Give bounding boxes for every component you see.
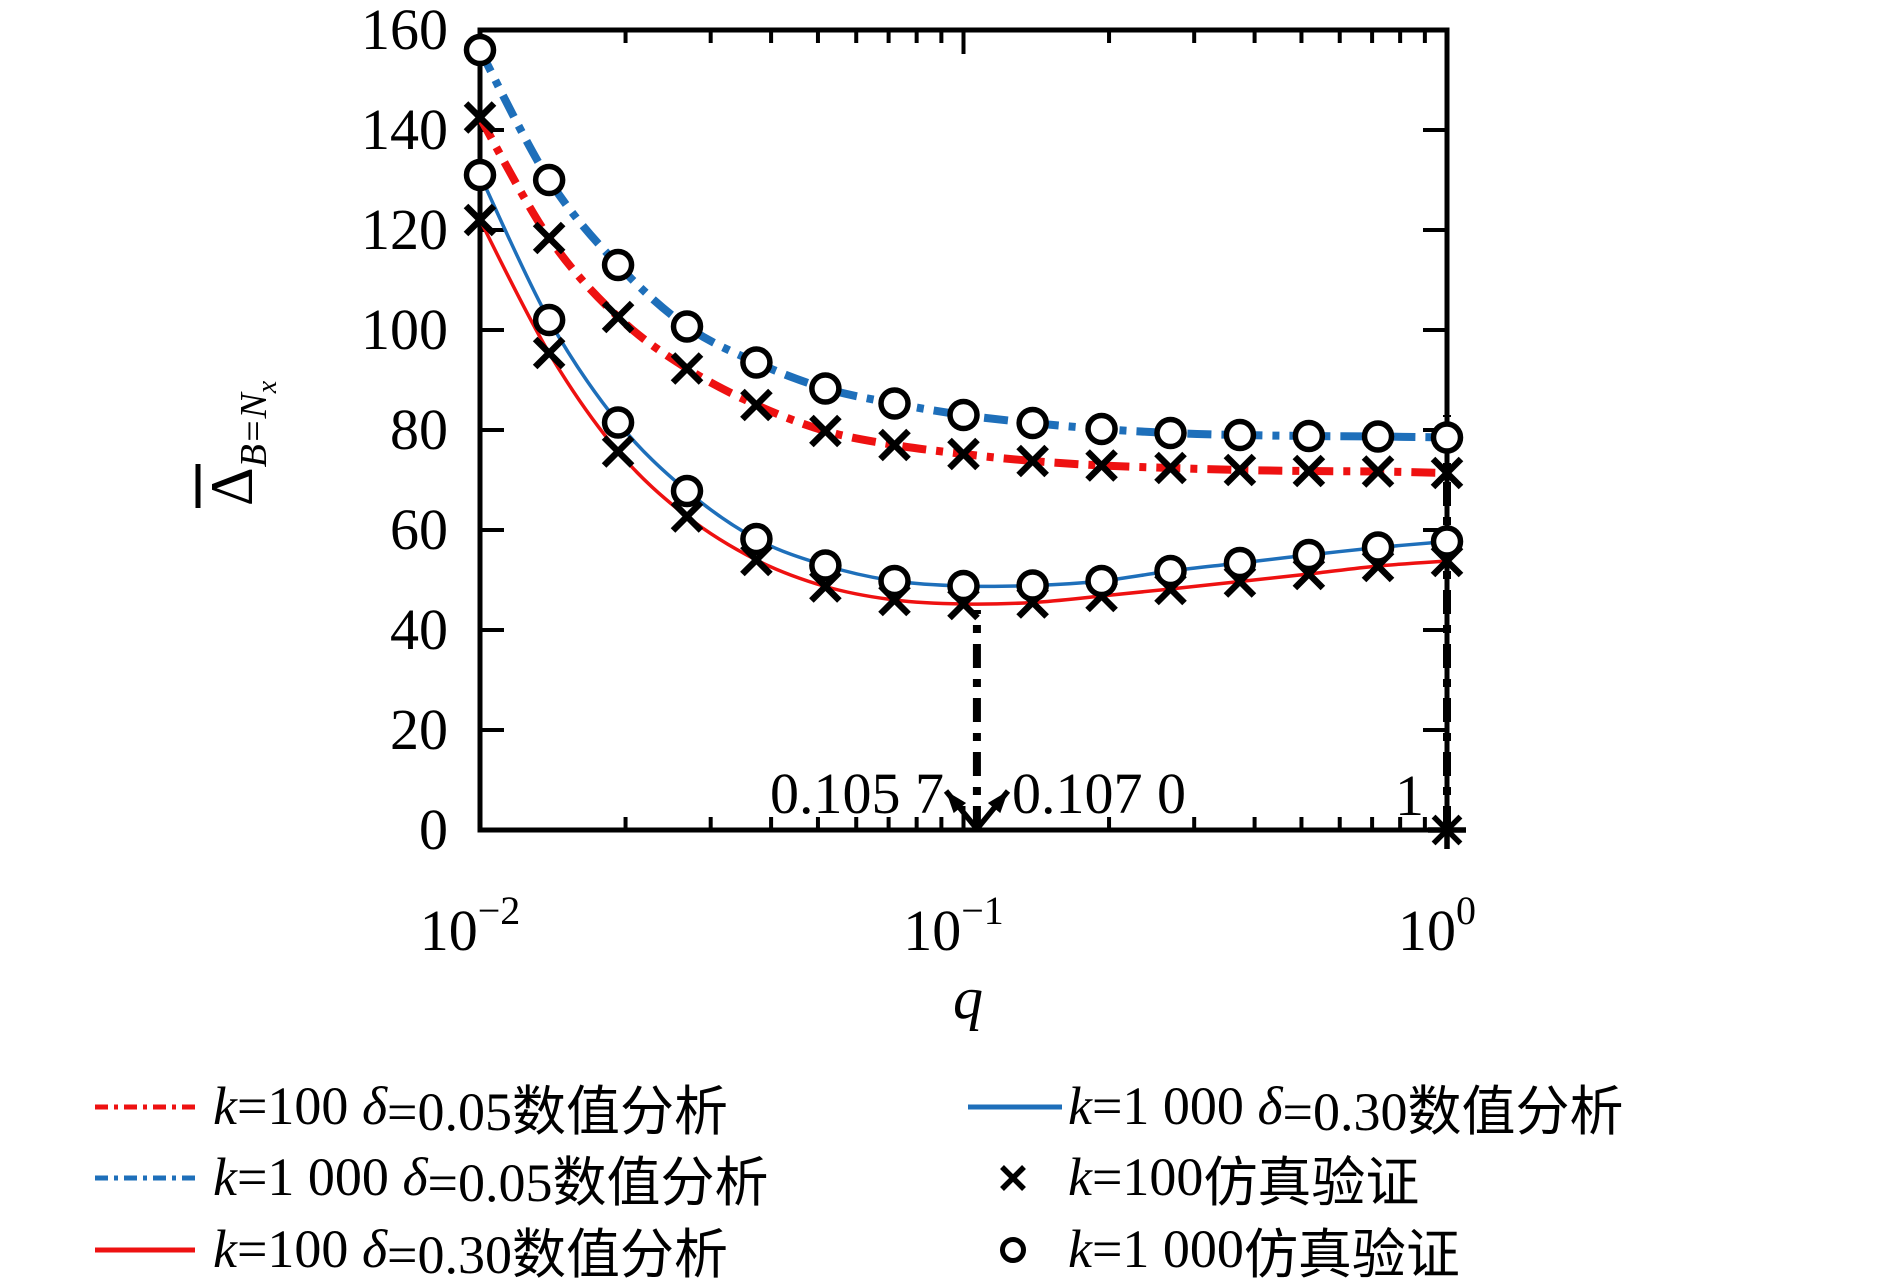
marker-circle bbox=[1085, 564, 1118, 598]
marker-circle bbox=[1430, 421, 1464, 454]
marker-circle bbox=[947, 569, 980, 603]
marker-circle bbox=[670, 310, 704, 343]
marker-cross bbox=[1292, 454, 1326, 488]
marker-circle bbox=[463, 158, 497, 192]
y-tick-label: 120 bbox=[361, 197, 448, 262]
annotation-arrowhead bbox=[987, 791, 1008, 814]
marker-cross bbox=[670, 352, 704, 385]
marker-circle bbox=[1361, 531, 1395, 564]
marker-cross bbox=[463, 101, 497, 134]
x-tick-label: 10−2 bbox=[420, 888, 521, 963]
marker-circle bbox=[601, 406, 635, 439]
x-tick-label: 100 bbox=[1398, 888, 1476, 963]
y-tick-label: 40 bbox=[390, 597, 448, 662]
marker-cross bbox=[532, 221, 566, 255]
marker-cross bbox=[878, 428, 911, 462]
marker-circle bbox=[809, 372, 842, 405]
y-tick-label: 140 bbox=[361, 97, 448, 162]
marker-circle bbox=[1292, 419, 1326, 453]
annotation-label-one: 1 bbox=[1395, 763, 1424, 828]
marker-circle bbox=[1223, 546, 1257, 580]
marker-circle bbox=[1016, 406, 1049, 440]
marker-circle bbox=[1154, 416, 1187, 450]
marker-cross bbox=[1016, 444, 1049, 478]
y-tick-label: 60 bbox=[390, 497, 448, 562]
marker-circle bbox=[947, 398, 980, 432]
y-tick-label: 160 bbox=[361, 0, 448, 62]
marker-cross bbox=[1361, 455, 1395, 488]
y-axis-label: ΔB=Nx bbox=[195, 380, 283, 508]
marker-cross bbox=[670, 500, 704, 533]
marker-cross bbox=[1430, 456, 1464, 490]
marker-cross bbox=[947, 437, 980, 471]
annotation-label-right: 0.107 0 bbox=[1012, 761, 1186, 826]
marker-cross bbox=[809, 414, 842, 448]
marker-cross bbox=[601, 435, 635, 468]
curve-1 bbox=[476, 48, 1448, 442]
y-tick-label: 80 bbox=[390, 397, 448, 462]
star-marker bbox=[1431, 814, 1463, 846]
marker-cross bbox=[1223, 453, 1257, 487]
marker-circle bbox=[1430, 525, 1464, 558]
marker-circle bbox=[1085, 412, 1118, 446]
marker-circle bbox=[1016, 569, 1049, 602]
marker-circle bbox=[463, 33, 497, 67]
y-tick-label: 100 bbox=[361, 297, 448, 362]
marker-cross bbox=[463, 203, 497, 237]
marker-circle bbox=[878, 564, 911, 598]
marker-circle bbox=[670, 474, 704, 508]
marker-cross bbox=[601, 300, 635, 334]
marker-circle bbox=[532, 303, 566, 337]
marker-cross bbox=[1154, 451, 1187, 485]
x-axis-label: q bbox=[953, 965, 983, 1031]
marker-circle bbox=[532, 163, 566, 197]
marker-circle bbox=[1154, 554, 1187, 588]
marker-circle bbox=[1361, 420, 1395, 453]
x-tick-label: 10−1 bbox=[903, 888, 1004, 963]
marker-circle bbox=[1223, 418, 1257, 452]
marker-circle bbox=[1292, 538, 1326, 572]
y-tick-label: 0 bbox=[419, 797, 448, 862]
marker-circle bbox=[740, 346, 773, 379]
curve-3 bbox=[478, 174, 1448, 589]
y-tick-label: 20 bbox=[390, 697, 448, 762]
marker-circle bbox=[601, 248, 635, 282]
marker-circle bbox=[878, 387, 911, 420]
annotation-label-left: 0.105 7 bbox=[770, 761, 944, 826]
marker-circle bbox=[809, 549, 842, 582]
marker-cross bbox=[532, 336, 566, 370]
svg-text:ΔB=Nx: ΔB=Nx bbox=[199, 380, 283, 506]
marker-circle bbox=[740, 522, 773, 556]
marker-cross bbox=[740, 388, 773, 422]
annotation-arrowhead bbox=[946, 791, 967, 814]
marker-cross bbox=[1085, 449, 1118, 482]
